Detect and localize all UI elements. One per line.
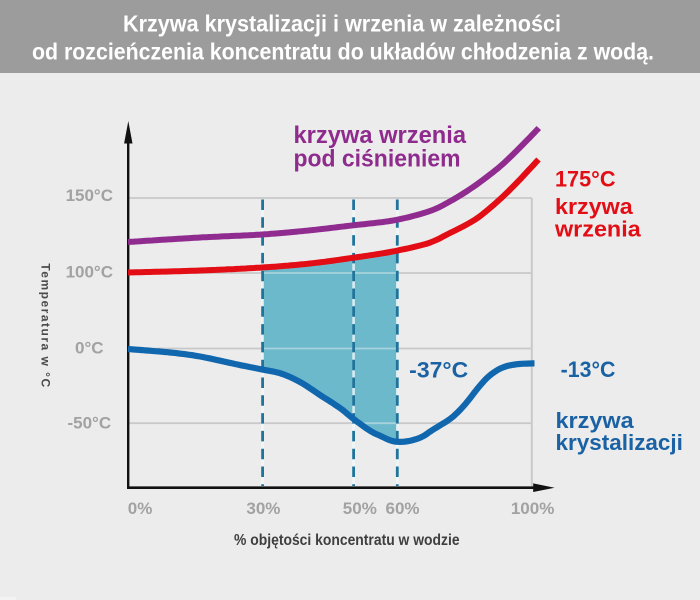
svg-text:krzywa: krzywa — [555, 194, 633, 219]
svg-text:175°C: 175°C — [555, 166, 616, 191]
svg-text:pod ciśnieniem: pod ciśnieniem — [294, 146, 461, 173]
svg-text:100%: 100% — [511, 499, 554, 518]
svg-text:30%: 30% — [246, 499, 280, 518]
svg-text:krzywa wrzenia: krzywa wrzenia — [294, 122, 467, 149]
svg-text:0°C: 0°C — [75, 339, 104, 358]
svg-text:wrzenia: wrzenia — [554, 216, 642, 241]
svg-text:krystalizacji: krystalizacji — [556, 430, 683, 455]
svg-text:-13°C: -13°C — [561, 357, 616, 382]
svg-text:150°C: 150°C — [66, 186, 113, 205]
svg-text:-37°C: -37°C — [409, 358, 468, 383]
svg-text:% objętości koncentratu w wodz: % objętości koncentratu w wodzie — [234, 532, 460, 549]
svg-text:od rozcieńczenia koncentratu d: od rozcieńczenia koncentratu do układów … — [32, 39, 654, 65]
svg-text:Temperatura w °C: Temperatura w °C — [39, 263, 53, 388]
svg-text:100°C: 100°C — [66, 263, 113, 282]
svg-text:krzywa: krzywa — [556, 408, 635, 433]
svg-text:-50°C: -50°C — [67, 414, 111, 433]
svg-text:50%: 50% — [343, 499, 377, 518]
svg-text:0%: 0% — [128, 499, 153, 518]
svg-text:Krzywa krystalizacji i wrzenia: Krzywa krystalizacji i wrzenia w zależno… — [123, 11, 561, 37]
svg-text:60%: 60% — [385, 499, 419, 518]
